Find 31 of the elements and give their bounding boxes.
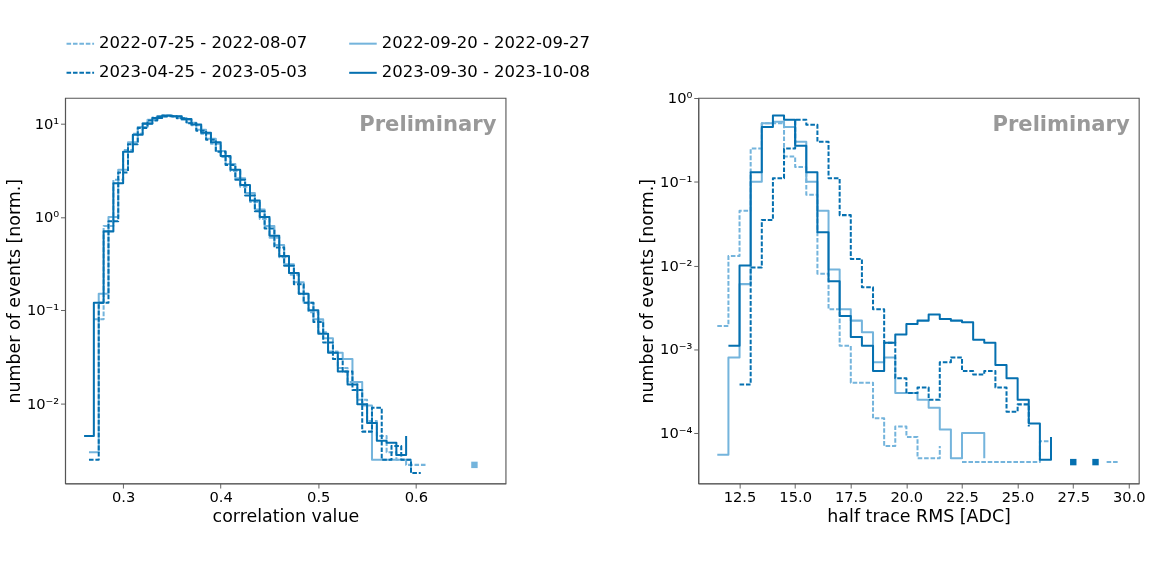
- y-tick-label: 10⁻⁴: [660, 424, 693, 442]
- x-tick-label: 0.6: [404, 488, 429, 506]
- y-tick-label: 10¹: [34, 114, 60, 132]
- legend-label: 2022-07-25 - 2022-08-07: [99, 33, 308, 53]
- x-tick-label: 0.5: [307, 488, 331, 506]
- x-tick-label: 17.5: [834, 488, 868, 506]
- y-tick-label: 10⁰: [34, 207, 60, 225]
- x-tick-label: 15.0: [779, 488, 812, 506]
- x-tick-label: 22.5: [946, 488, 979, 506]
- y-tick-label: 10⁰: [667, 89, 693, 107]
- legend-label: 2022-09-20 - 2022-09-27: [381, 33, 591, 53]
- x-tick-label: 25.0: [1001, 488, 1035, 506]
- y-tick-label: 10⁻²: [660, 256, 693, 274]
- annotation: Preliminary: [359, 111, 497, 137]
- x-tick-label: 30.0: [1113, 488, 1146, 506]
- y-tick-label: 10⁻²: [26, 394, 60, 412]
- x-axis-title: correlation value: [212, 506, 360, 527]
- x-axis-title: half trace RMS [ADC]: [827, 506, 1011, 527]
- legend-label: 2023-04-25 - 2023-05-03: [99, 62, 308, 82]
- y-tick-label: 10⁻³: [660, 340, 693, 358]
- x-tick-label: 0.4: [209, 488, 233, 506]
- annotation: Preliminary: [992, 111, 1130, 137]
- y-tick-label: 10⁻¹: [660, 172, 693, 190]
- x-tick-label: 20.0: [890, 488, 924, 506]
- x-tick-label: 27.5: [1057, 488, 1091, 506]
- x-tick-label: 0.3: [111, 488, 136, 506]
- legend-label: 2023-09-30 - 2023-10-08: [381, 62, 591, 82]
- y-axis-title: number of events [norm.]: [3, 178, 24, 404]
- y-tick-label: 10⁻¹: [26, 301, 60, 319]
- x-tick-label: 12.5: [723, 488, 757, 506]
- y-axis-title: number of events [norm.]: [636, 178, 657, 404]
